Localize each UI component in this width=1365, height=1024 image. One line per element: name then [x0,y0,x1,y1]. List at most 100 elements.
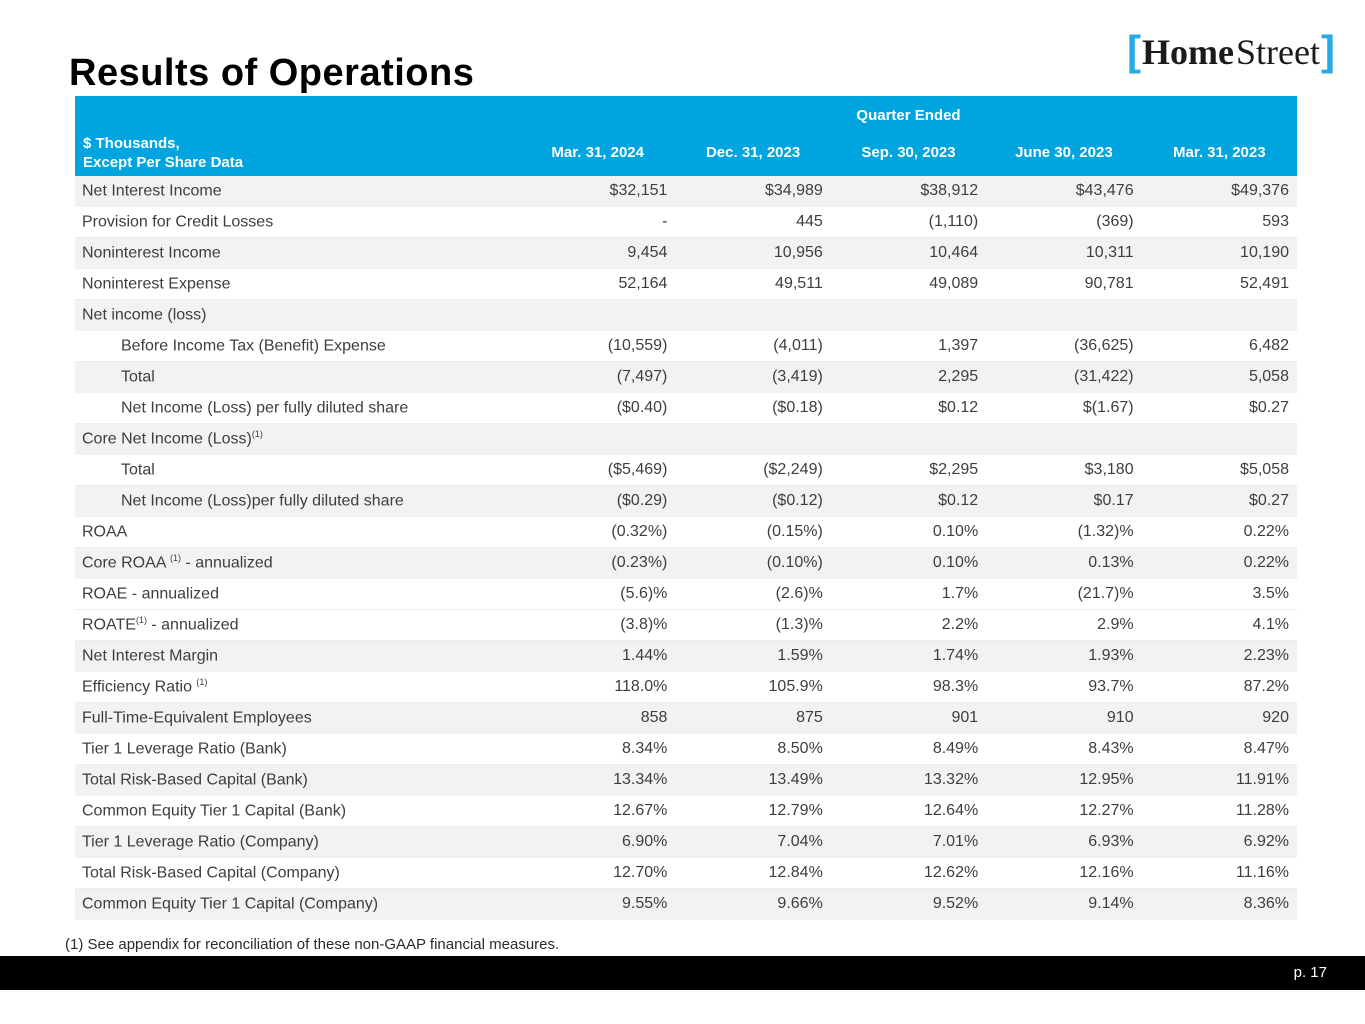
row-value: 13.49% [768,771,823,788]
col-header-date-4: June 30, 2023 [1015,143,1113,161]
row-label-text: Total Risk-Based Capital (Company) [82,864,340,882]
row-value: (31,422) [1074,368,1134,385]
row-label: Net Interest Margin [75,646,520,665]
table-row: Common Equity Tier 1 Capital (Company) 9… [75,889,1297,920]
row-value: 12.16% [1079,864,1134,881]
row-value: 9.66% [777,895,823,912]
table-row: Full-Time-Equivalent Employees 858 875 9… [75,703,1297,734]
logo-bracket-left-icon: [ [1127,27,1142,74]
row-value: (0.32%) [611,523,668,540]
row-value: 13.32% [923,771,979,788]
row-label-text: Noninterest Income [82,244,221,262]
row-value: 10,464 [929,244,979,261]
row-value: 0.13% [1088,554,1134,571]
table-row: Total ($5,469) ($2,249) $2,295 $3,180 $5… [75,455,1297,486]
quarter-ended-label: Quarter Ended [856,107,961,124]
table-row: ROAA (0.32%) (0.15%) 0.10% (1.32)% 0.22% [75,517,1297,548]
row-value: 9,454 [627,244,668,261]
row-value: 8.50% [777,740,823,757]
row-label-text: Noninterest Expense [82,275,231,293]
row-value: 8.47% [1243,740,1289,757]
row-value: $(1.67) [1082,399,1134,416]
row-label-text: Net Interest Income [82,182,222,200]
row-label: Total [75,367,520,386]
footnote-ref: (1) [135,615,147,626]
row-value: 8.43% [1088,740,1134,757]
table-row: Total Risk-Based Capital (Company) 12.70… [75,858,1297,889]
row-label-suffix: - annualized [181,554,273,572]
row-value: 0.22% [1243,523,1289,540]
row-label: Net Income (Loss)per fully diluted share [75,491,520,510]
table-row: ROAE - annualized (5.6)% (2.6)% 1.7% (21… [75,579,1297,610]
row-value: 8.49% [932,740,979,757]
row-label-text: Tier 1 Leverage Ratio (Company) [82,833,319,851]
row-label: Efficiency Ratio (1) [75,677,520,696]
row-value: 6.93% [1088,833,1134,850]
row-value: (0.10%) [766,554,823,571]
row-value: 11.91% [1235,771,1289,788]
row-value: 12.64% [923,802,979,819]
row-value: (7,497) [616,368,668,385]
row-label-text: Net Income (Loss) per fully diluted shar… [121,399,409,417]
row-value: (4,011) [773,337,823,354]
row-label-suffix: - annualized [146,616,239,634]
row-label: Full-Time-Equivalent Employees [75,708,520,727]
row-value: (0.15%) [766,523,823,540]
row-value: $0.17 [1093,492,1134,509]
table-body: Net Interest Income $32,151 $34,989 $38,… [75,176,1297,920]
results-table: Quarter Ended $ Thousands, Except Per Sh… [75,96,1297,920]
row-value: 105.9% [768,678,823,695]
row-value: (1,110) [928,213,979,230]
table-row: Core Net Income (Loss)(1) [75,424,1297,455]
table-row: Provision for Credit Losses - 445 (1,110… [75,207,1297,238]
table-row: Efficiency Ratio (1) 118.0% 105.9% 98.3%… [75,672,1297,703]
col-header-description: $ Thousands, Except Per Share Data [75,134,520,173]
row-value: - [662,213,668,230]
table-row: Tier 1 Leverage Ratio (Bank) 8.34% 8.50%… [75,734,1297,765]
table-row: Before Income Tax (Benefit) Expense (10,… [75,331,1297,362]
row-value: 9.14% [1088,895,1134,912]
row-label-text: Tier 1 Leverage Ratio (Bank) [82,740,287,758]
row-value: 5,058 [1248,368,1289,385]
table-row: ROATE(1) - annualized (3.8)% (1.3)% 2.2%… [75,610,1297,641]
table-row: Net Income (Loss) per fully diluted shar… [75,393,1297,424]
footnote-ref: (1) [196,677,208,688]
row-label: Provision for Credit Losses [75,212,520,231]
row-value: 11.16% [1235,864,1289,881]
row-label: Core ROAA (1) - annualized [75,553,520,572]
row-value: $0.27 [1248,399,1289,416]
row-value: 858 [640,709,668,726]
row-value: 12.95% [1079,771,1134,788]
row-value: $38,912 [920,182,979,199]
row-label: Before Income Tax (Benefit) Expense [75,336,520,355]
row-value: 1.74% [932,647,979,664]
footnote-ref: (1) [251,429,263,440]
row-label-text: Net income (loss) [82,306,207,324]
row-label: Core Net Income (Loss)(1) [75,429,520,448]
row-value: 90,781 [1084,275,1134,292]
col-header-date-3: Sep. 30, 2023 [861,143,956,161]
row-label-text: Common Equity Tier 1 Capital (Bank) [82,802,347,820]
row-value: 6.92% [1243,833,1289,850]
row-value: 0.10% [932,523,979,540]
row-value: 3.5% [1252,585,1289,602]
footnote-ref: (1) [170,553,182,564]
row-value: (21.7)% [1077,585,1134,602]
row-value: 875 [796,709,823,726]
row-label-text: Provision for Credit Losses [82,213,274,231]
row-value: 10,956 [773,244,823,261]
row-value: $0.12 [938,492,979,509]
row-value: 49,511 [775,275,823,292]
row-value: 0.10% [932,554,979,571]
row-value: $3,180 [1084,461,1134,478]
row-label-text: Total [121,461,155,479]
table-row: Total Risk-Based Capital (Bank) 13.34% 1… [75,765,1297,796]
row-value: 98.3% [932,678,979,695]
row-value: 52,164 [618,275,668,292]
col-desc-line1: $ Thousands, [83,134,180,152]
row-value: 12.67% [613,802,668,819]
table-row: Net Income (Loss)per fully diluted share… [75,486,1297,517]
row-label: Noninterest Income [75,243,520,262]
logo-home-text: Home [1142,32,1235,72]
row-label-text: Common Equity Tier 1 Capital (Company) [82,895,379,913]
